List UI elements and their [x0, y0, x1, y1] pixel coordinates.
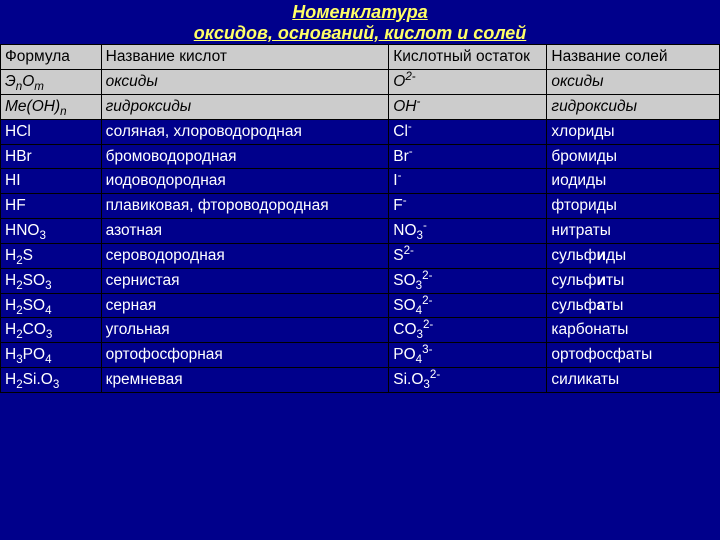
title-line1: Номенклатура [292, 2, 428, 22]
table-row: H2SсероводороднаяS2-сульфиды [1, 243, 720, 268]
page-title: Номенклатура оксидов, оснований, кислот … [0, 0, 720, 44]
table-cell: серная [101, 293, 389, 318]
table-cell: гидроксиды [547, 95, 720, 120]
table-cell: угольная [101, 318, 389, 343]
table-cell: ортофосфаты [547, 343, 720, 368]
table-header-cell: Формула [1, 45, 102, 70]
table-cell: Cl- [389, 119, 547, 144]
table-cell: Ме(ОН)n [1, 95, 102, 120]
table-cell: H2S [1, 243, 102, 268]
table-row: H2Si.O3кремневаяSi.O32-силикаты [1, 367, 720, 392]
table-cell: O2- [389, 70, 547, 95]
table-row: HBrбромоводороднаяBr-бромиды [1, 144, 720, 169]
table-cell: H2Si.O3 [1, 367, 102, 392]
table-cell: сероводородная [101, 243, 389, 268]
table-row: HClсоляная, хлороводороднаяCl-хлориды [1, 119, 720, 144]
table-cell: хлориды [547, 119, 720, 144]
table-row: HNO3азотнаяNO3-нитраты [1, 219, 720, 244]
table-cell: ортофосфорная [101, 343, 389, 368]
table-cell: HNO3 [1, 219, 102, 244]
table-cell: I- [389, 169, 547, 194]
table-cell: нитраты [547, 219, 720, 244]
table-cell: HF [1, 194, 102, 219]
table-cell: S2- [389, 243, 547, 268]
table-cell: азотная [101, 219, 389, 244]
table-cell: ЭnOm [1, 70, 102, 95]
table-cell: сульфаты [547, 293, 720, 318]
table-row: Ме(ОН)nгидроксидыOH-гидроксиды [1, 95, 720, 120]
table-cell: силикаты [547, 367, 720, 392]
table-cell: H3PO4 [1, 343, 102, 368]
table-cell: Si.O32- [389, 367, 547, 392]
table-cell: SO42- [389, 293, 547, 318]
table-cell: соляная, хлороводородная [101, 119, 389, 144]
table-cell: OH- [389, 95, 547, 120]
table-row: ЭnOmоксидыO2-оксиды [1, 70, 720, 95]
table-row: HIиодоводороднаяI-иодиды [1, 169, 720, 194]
table-body: ФормулаНазвание кислотКислотный остатокН… [1, 45, 720, 392]
table-cell: иодоводородная [101, 169, 389, 194]
table-header-cell: Кислотный остаток [389, 45, 547, 70]
table-cell: F- [389, 194, 547, 219]
table-cell: оксиды [547, 70, 720, 95]
table-cell: сернистая [101, 268, 389, 293]
table-cell: фториды [547, 194, 720, 219]
table-row: H3PO4ортофосфорнаяPO43-ортофосфаты [1, 343, 720, 368]
table-cell: сульфиты [547, 268, 720, 293]
table-cell: NO3- [389, 219, 547, 244]
table-cell: бромиды [547, 144, 720, 169]
table-cell: H2SO3 [1, 268, 102, 293]
table-cell: Br- [389, 144, 547, 169]
table-row: HFплавиковая, фтороводороднаяF-фториды [1, 194, 720, 219]
table-row: H2SO3сернистаяSO32-сульфиты [1, 268, 720, 293]
table-cell: H2SO4 [1, 293, 102, 318]
table-header-cell: Название кислот [101, 45, 389, 70]
table-cell: CO32- [389, 318, 547, 343]
table-cell: PO43- [389, 343, 547, 368]
table-cell: HCl [1, 119, 102, 144]
table-cell: сульфиды [547, 243, 720, 268]
table-cell: иодиды [547, 169, 720, 194]
table-row: H2SO4сернаяSO42-сульфаты [1, 293, 720, 318]
title-line2: оксидов, оснований, кислот и солей [194, 23, 527, 43]
nomenclature-table: ФормулаНазвание кислотКислотный остатокН… [0, 44, 720, 392]
table-cell: HBr [1, 144, 102, 169]
table-cell: бромоводородная [101, 144, 389, 169]
table-cell: SO32- [389, 268, 547, 293]
table-cell: кремневая [101, 367, 389, 392]
table-cell: гидроксиды [101, 95, 389, 120]
table-header-cell: Название солей [547, 45, 720, 70]
table-cell: плавиковая, фтороводородная [101, 194, 389, 219]
table-row: H2CO3угольнаяCO32-карбонаты [1, 318, 720, 343]
table-cell: оксиды [101, 70, 389, 95]
table-cell: HI [1, 169, 102, 194]
table-cell: карбонаты [547, 318, 720, 343]
table-cell: H2CO3 [1, 318, 102, 343]
